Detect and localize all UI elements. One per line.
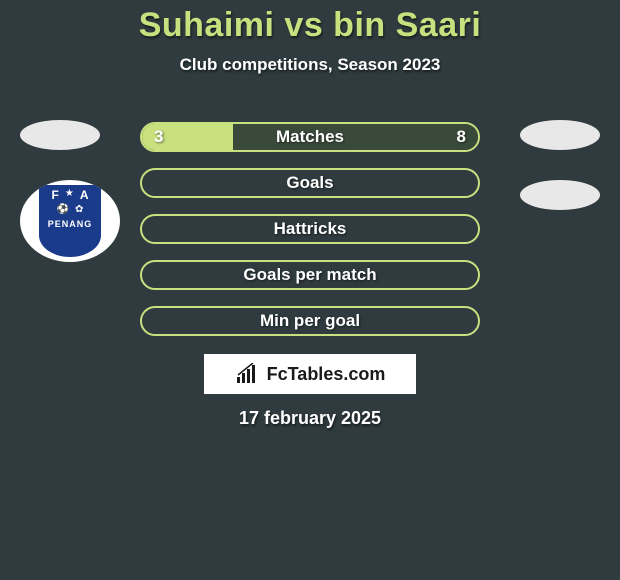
stat-label: Goals per match xyxy=(142,262,478,288)
stat-value-player1: 3 xyxy=(154,124,163,150)
stat-row: Matches3 8 xyxy=(140,122,480,152)
player2-club-placeholder xyxy=(520,180,600,210)
crest-flower-icon: ✿ xyxy=(75,204,83,215)
watermark-text: FcTables.com xyxy=(267,364,386,385)
avatar-ellipse xyxy=(520,120,600,150)
stat-row: Hattricks xyxy=(140,214,480,244)
stat-label: Min per goal xyxy=(142,308,478,334)
watermark-badge: FcTables.com xyxy=(202,352,418,396)
stat-label: Hattricks xyxy=(142,216,478,242)
crest-shield: F ★ A ⚽ ✿ PENANG xyxy=(39,185,101,257)
content-root: Suhaimi vs bin Saari Club competitions, … xyxy=(0,0,620,580)
crest-penang: F ★ A ⚽ ✿ PENANG xyxy=(20,180,120,262)
crest-letter-f: F xyxy=(52,188,59,202)
stat-label: Matches xyxy=(142,124,478,150)
player1-club-crest: F ★ A ⚽ ✿ PENANG xyxy=(20,180,120,262)
crest-text: PENANG xyxy=(48,219,93,229)
crest-ball-icon: ⚽ xyxy=(57,204,69,215)
stat-row: Goals per match xyxy=(140,260,480,290)
crest-star-icon: ★ xyxy=(65,188,74,202)
date-label: 17 february 2025 xyxy=(0,408,620,429)
stat-value-player2: 8 xyxy=(457,124,466,150)
page-subtitle: Club competitions, Season 2023 xyxy=(0,55,620,75)
stat-row: Goals xyxy=(140,168,480,198)
stat-label: Goals xyxy=(142,170,478,196)
avatar-ellipse xyxy=(520,180,600,210)
crest-letter-a: A xyxy=(80,188,89,202)
player2-avatar-placeholder xyxy=(520,120,600,150)
stat-row: Min per goal xyxy=(140,306,480,336)
chart-bars-icon xyxy=(235,363,261,385)
stats-container: Matches3 8 Goals Hattricks Goals per match Mi… xyxy=(140,122,480,352)
player1-avatar-placeholder xyxy=(20,120,100,150)
avatar-ellipse xyxy=(20,120,100,150)
page-title: Suhaimi vs bin Saari xyxy=(0,0,620,45)
